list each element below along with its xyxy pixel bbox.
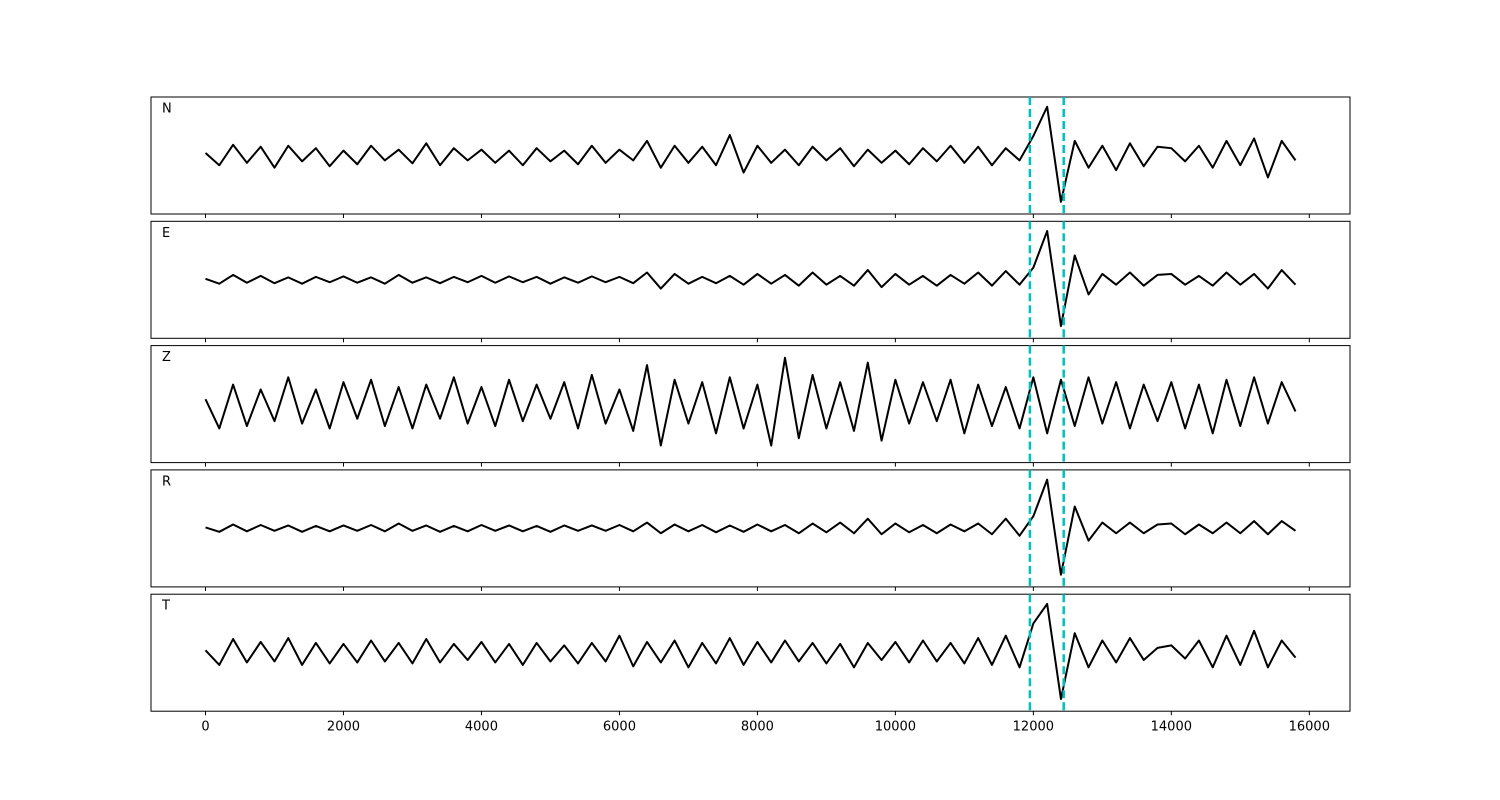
panel-label: T — [161, 599, 170, 614]
x-tick-label: 16000 — [1289, 720, 1330, 735]
panel-label: E — [162, 226, 170, 241]
trace — [204, 356, 1297, 447]
panel-label: R — [162, 474, 171, 489]
x-tick-label: 8000 — [741, 720, 774, 735]
x-tick-label: 2000 — [327, 720, 360, 735]
panel-frame — [150, 96, 1351, 215]
trace — [205, 230, 1297, 328]
x-tick-label: 6000 — [603, 720, 636, 735]
trace — [205, 478, 1297, 576]
x-tick-label: 14000 — [1151, 720, 1192, 735]
panel-label: Z — [162, 350, 171, 365]
x-tick-label: 4000 — [465, 720, 498, 735]
panel-label: N — [162, 102, 172, 117]
trace — [204, 105, 1297, 203]
x-tick-label: 10000 — [875, 720, 916, 735]
x-tick-label: 12000 — [1013, 720, 1054, 735]
trace — [204, 602, 1297, 701]
x-tick-label: 0 — [201, 720, 209, 735]
